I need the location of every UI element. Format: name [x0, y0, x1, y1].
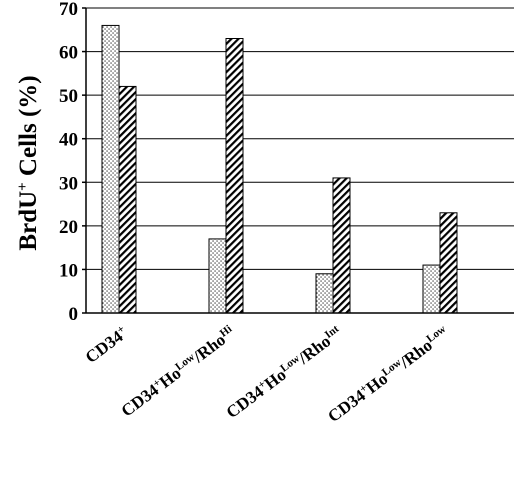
y-axis-label: BrdU+ Cells (%)	[15, 75, 42, 250]
label-superscript: Low	[424, 323, 448, 345]
y-tick-label: 60	[59, 43, 78, 64]
x-category-labels: CD34+CD34+HoLow/RhoHiCD34+HoLow/RhoIntCD…	[82, 323, 452, 426]
bars	[101, 24, 458, 314]
y-tick-label: 10	[59, 260, 78, 281]
y-tick-label: 50	[59, 86, 78, 107]
y-tick-label: 30	[59, 173, 78, 194]
x-category-label: CD34+HoLow/RhoLow	[324, 323, 452, 426]
x-category-label: CD34+HoLow/RhoHi	[118, 323, 239, 421]
bar-dots-0	[101, 24, 120, 314]
axes	[82, 7, 514, 314]
bar-diagonal-hatch-3	[439, 212, 458, 314]
y-tick-label: 70	[59, 0, 78, 20]
gridlines	[86, 7, 514, 270]
x-category-label: CD34+HoLow/RhoInt	[223, 323, 346, 422]
bar-dots-3	[422, 264, 441, 314]
bar-diagonal-hatch-1	[225, 38, 244, 314]
bar-dots-1	[208, 238, 227, 314]
y-tick-label: 40	[59, 130, 78, 151]
y-tick-labels: 0 10 20 30 40 50 60 70	[59, 0, 78, 325]
bar-diagonal-hatch-2	[332, 177, 351, 314]
bar-dots-2	[315, 273, 334, 314]
bar-diagonal-hatch-0	[118, 85, 137, 314]
x-category-label: CD34+	[82, 323, 132, 367]
y-tick-label: 0	[69, 304, 79, 325]
label-superscript: Hi	[218, 323, 235, 340]
y-tick-label: 20	[59, 217, 78, 238]
